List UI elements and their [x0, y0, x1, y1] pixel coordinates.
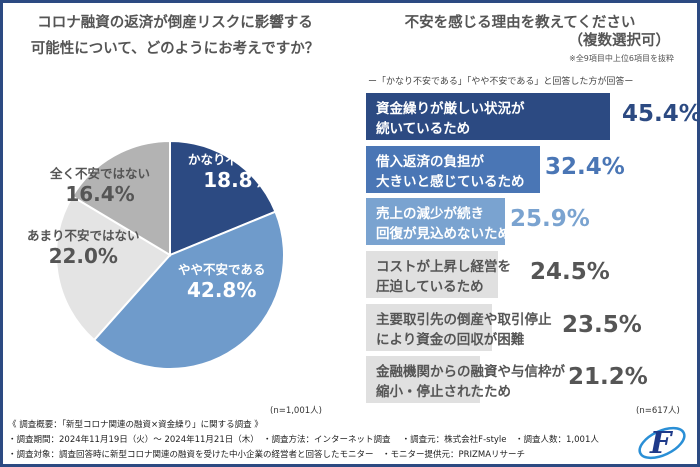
- bar-value: 23.5%: [562, 312, 642, 338]
- bar-1: 借入返済の負担が大きいと感じているため: [366, 146, 541, 193]
- footer-line: 《 調査概要：「新型コロナ関連の融資×資金繰り」に関する調査 》: [8, 420, 263, 430]
- bar-value: 45.4%: [622, 101, 700, 127]
- bar-label: 資金繰りが厳しい状況が: [376, 101, 525, 117]
- pie-title-line: 可能性について、どのようにお考えですか？: [30, 41, 320, 57]
- bar-n: (n=617人): [636, 406, 680, 416]
- bar-label: コストが上昇し経営を: [376, 259, 511, 275]
- bar-0: 資金繰りが厳しい状況が 続いているため: [366, 93, 610, 140]
- pie-slice-1: [92, 210, 285, 370]
- pie-label-1: やや不安である 42.8%: [178, 262, 266, 302]
- bar-4: 主要取引先の倒産や取引停止 により資金の回収が困難: [366, 304, 552, 351]
- bar-label: 主要取引先の倒産や取引停止: [376, 312, 552, 328]
- bar-label: 圧迫しているため: [376, 279, 484, 295]
- bar-label: 売上の減少が続き: [376, 206, 484, 222]
- footer-line: ・調査期間：2024年11月19日（火）～ 2024年11月21日（木） ・調査…: [8, 435, 599, 445]
- pie-n: (n=1,001人): [270, 406, 322, 416]
- bar-5: 金融機関からの融資や与信枠が 縮小・停止されたため: [366, 356, 565, 403]
- pie-chart: [55, 139, 285, 370]
- footer-line: ・調査対象：調査回答時に新型コロナ関連の融資を受けた中小企業の経営者と回答したモ…: [8, 450, 526, 460]
- bar-value: 25.9%: [510, 206, 590, 232]
- bar-2: 売上の減少が続き回復が見込めないため: [366, 198, 511, 245]
- bar-label: 借入返済の負担が: [376, 154, 484, 170]
- pie-label-3: 全く不安ではない 16.4%: [50, 166, 151, 206]
- bar-subtitle: （複数選択可）: [568, 33, 671, 49]
- bar-caption: ー「かなり不安である」「やや不安である」と回答した方が回答ー: [368, 77, 634, 87]
- bar-label: により資金の回収が困難: [376, 332, 525, 348]
- company-logo: F: [638, 426, 686, 461]
- bar-value: 21.2%: [568, 364, 648, 390]
- pie-label-2: あまり不安ではない 22.0%: [27, 228, 140, 268]
- bar-value: 32.4%: [545, 154, 625, 180]
- svg-text:F: F: [649, 426, 674, 461]
- bar-title: 不安を感じる理由を教えてください: [404, 15, 636, 31]
- pie-slice-3: [70, 139, 171, 257]
- bar-label: 縮小・停止されたため: [376, 384, 511, 400]
- bar-value: 24.5%: [530, 259, 610, 285]
- bar-note: ※全9項目中上位6項目を抜粋: [569, 54, 674, 63]
- pie-label-0: かなり不安である 18.8%: [188, 152, 288, 192]
- bar-label: 金融機関からの融資や与信枠が: [376, 364, 565, 380]
- pie-title-line: コロナ融資の返済が倒産リスクに影響する: [37, 15, 313, 31]
- pie-slice-0: [169, 139, 277, 257]
- pie-slice-2: [55, 194, 172, 342]
- bar-label: 回復が見込めないため: [376, 226, 511, 242]
- bar-label: 大きいと感じているため: [376, 174, 525, 190]
- bar-3: コストが上昇し経営を 圧迫しているため: [366, 251, 511, 298]
- bar-label: 続いているため: [376, 121, 471, 137]
- pie-title: コロナ融資の返済が倒産リスクに影響する 可能性について、どのようにお考えですか？: [20, 10, 330, 62]
